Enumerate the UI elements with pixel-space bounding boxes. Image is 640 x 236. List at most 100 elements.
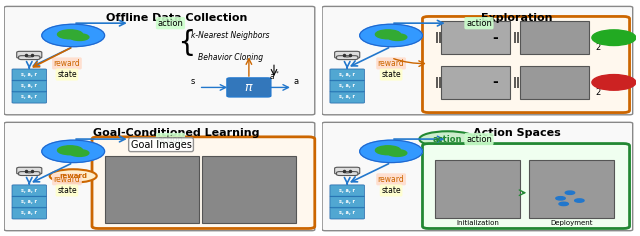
Circle shape [592, 30, 636, 46]
FancyBboxPatch shape [520, 66, 589, 99]
FancyBboxPatch shape [19, 172, 40, 176]
FancyBboxPatch shape [92, 137, 315, 228]
Circle shape [388, 150, 407, 156]
Text: Deployment: Deployment [550, 220, 593, 226]
Text: Initialization: Initialization [456, 220, 499, 226]
Text: s, a, r: s, a, r [339, 94, 355, 99]
FancyBboxPatch shape [12, 69, 47, 81]
Ellipse shape [50, 169, 97, 183]
Text: ||: || [513, 77, 520, 88]
Text: action: action [466, 135, 492, 143]
FancyBboxPatch shape [435, 160, 520, 219]
Text: -: - [492, 31, 497, 45]
Circle shape [42, 140, 104, 163]
FancyBboxPatch shape [529, 160, 614, 219]
FancyBboxPatch shape [335, 51, 360, 58]
Text: reward: reward [59, 173, 87, 179]
Circle shape [376, 30, 401, 39]
Text: action: action [466, 19, 492, 28]
Text: state: state [57, 186, 77, 195]
Text: {: { [178, 29, 195, 57]
FancyBboxPatch shape [4, 6, 315, 115]
Text: s, a, r: s, a, r [21, 83, 37, 88]
Text: state: state [57, 70, 77, 79]
Text: $a^*$: $a^*$ [269, 69, 279, 82]
Text: s, a, r: s, a, r [339, 188, 355, 193]
Text: ✗: ✗ [608, 75, 620, 89]
FancyBboxPatch shape [17, 167, 42, 174]
Circle shape [360, 24, 422, 47]
Text: ||: || [434, 77, 442, 88]
Circle shape [376, 146, 401, 155]
Text: action: action [157, 19, 184, 28]
FancyBboxPatch shape [330, 80, 364, 92]
Text: 2: 2 [595, 88, 600, 97]
Circle shape [556, 197, 565, 200]
Text: s: s [190, 77, 195, 86]
Text: s, a, r: s, a, r [339, 72, 355, 77]
Ellipse shape [419, 131, 476, 147]
FancyBboxPatch shape [337, 172, 358, 176]
Text: s, a, r: s, a, r [21, 94, 37, 99]
Circle shape [58, 30, 83, 39]
FancyBboxPatch shape [330, 185, 364, 197]
Text: Behavior Cloning: Behavior Cloning [198, 53, 262, 62]
FancyBboxPatch shape [335, 167, 360, 174]
Text: reward: reward [54, 59, 80, 68]
Text: ||: || [434, 32, 442, 43]
Circle shape [592, 75, 636, 90]
FancyBboxPatch shape [422, 17, 630, 113]
Text: s, a, r: s, a, r [339, 210, 355, 215]
FancyBboxPatch shape [442, 21, 510, 55]
Circle shape [42, 24, 104, 47]
FancyBboxPatch shape [12, 196, 47, 208]
Text: ||: || [513, 32, 520, 43]
Text: s, a, r: s, a, r [21, 72, 37, 77]
Text: a: a [293, 77, 298, 86]
Text: Goal-Conditioned Learning: Goal-Conditioned Learning [93, 128, 260, 139]
Text: k-Nearest Neighbors: k-Nearest Neighbors [191, 31, 269, 40]
Circle shape [559, 202, 568, 206]
FancyBboxPatch shape [12, 80, 47, 92]
FancyBboxPatch shape [227, 78, 271, 97]
Circle shape [58, 146, 83, 155]
Text: state: state [381, 186, 401, 195]
Text: s, a, r: s, a, r [21, 199, 37, 204]
FancyBboxPatch shape [104, 156, 198, 223]
Text: ✓: ✓ [608, 31, 620, 45]
Text: reward: reward [378, 59, 404, 68]
FancyBboxPatch shape [442, 66, 510, 99]
Text: reward: reward [378, 175, 404, 184]
Text: action: action [157, 135, 184, 143]
FancyBboxPatch shape [12, 91, 47, 103]
Text: Exploration: Exploration [481, 13, 552, 23]
Circle shape [575, 199, 584, 202]
FancyBboxPatch shape [330, 207, 364, 219]
Circle shape [360, 140, 422, 163]
FancyBboxPatch shape [19, 56, 40, 60]
FancyBboxPatch shape [520, 21, 589, 55]
FancyBboxPatch shape [17, 51, 42, 58]
FancyBboxPatch shape [330, 196, 364, 208]
Circle shape [70, 150, 89, 156]
Text: s, a, r: s, a, r [21, 188, 37, 193]
Text: Action Spaces: Action Spaces [473, 128, 561, 139]
Text: s, a, r: s, a, r [21, 210, 37, 215]
FancyBboxPatch shape [202, 156, 296, 223]
FancyBboxPatch shape [12, 207, 47, 219]
Circle shape [70, 34, 89, 41]
Text: s, a, r: s, a, r [339, 199, 355, 204]
Circle shape [565, 191, 575, 194]
FancyBboxPatch shape [422, 143, 630, 228]
Text: $\pi$: $\pi$ [244, 81, 253, 94]
Text: state: state [381, 70, 401, 79]
Circle shape [388, 34, 407, 41]
Text: -: - [492, 75, 497, 89]
Text: 2: 2 [595, 43, 600, 52]
Text: reward: reward [54, 175, 80, 184]
Text: Goal Images: Goal Images [131, 140, 191, 150]
FancyBboxPatch shape [330, 91, 364, 103]
FancyBboxPatch shape [322, 6, 633, 115]
Text: Offline Data Collection: Offline Data Collection [106, 13, 248, 23]
FancyBboxPatch shape [330, 69, 364, 81]
